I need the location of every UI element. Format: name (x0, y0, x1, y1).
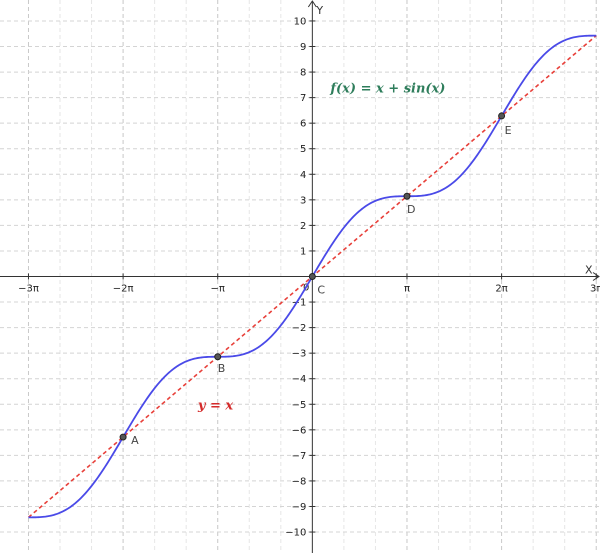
y-tick-label: 1 (300, 246, 306, 257)
y-tick-label: −4 (292, 374, 307, 385)
point-c (308, 273, 316, 280)
y-tick-label: 8 (300, 68, 306, 79)
y-tick-label: 2 (300, 221, 306, 232)
y-axis-arrow (307, 0, 317, 8)
x-tick-label: 2π (495, 284, 507, 295)
y-tick-label: −10 (285, 528, 306, 539)
y-tick-label: 9 (300, 42, 306, 53)
point-label-d: D (407, 203, 415, 216)
y-axis-label: Y (315, 4, 323, 17)
y-tick-label: −5 (292, 400, 307, 411)
y-tick-label: 4 (300, 170, 306, 181)
x-axis-arrow (592, 272, 600, 281)
y-tick-label: 5 (300, 144, 306, 155)
x-axis-label: X (585, 264, 593, 277)
x-tick-label: −3π (18, 284, 39, 295)
y-tick-label: −1 (292, 298, 307, 309)
y-tick-label: −3 (292, 349, 307, 360)
x-tick-label: π (404, 284, 410, 295)
point-label-c: C (317, 284, 325, 297)
point-e (498, 112, 506, 120)
y-tick-label: 6 (300, 119, 306, 130)
ticks: −3π −2π −π π 2π 3π 10 9 8 7 6 5 4 3 2 1 −1 −2 −3 −4 −5 −6 −7 −8… (18, 16, 600, 538)
y-tick-label: −7 (292, 451, 307, 462)
y-tick-label: 3 (300, 195, 306, 206)
point-b (214, 353, 222, 361)
points: A B C D E (119, 112, 512, 447)
annotations: f(x) = x + sin(x) y = x (197, 82, 446, 414)
y-tick-label: −6 (292, 425, 307, 436)
y-tick-label: 7 (300, 93, 306, 104)
point-label-e: E (505, 124, 512, 137)
f-formula-label: f(x) = x + sin(x) (329, 82, 445, 97)
y-tick-label: −9 (292, 502, 307, 513)
y-tick-label: −8 (292, 476, 307, 487)
y-tick-label: 10 (294, 16, 307, 27)
x-tick-label: −π (211, 284, 225, 295)
identity-formula-label: y = x (197, 398, 233, 413)
x-tick-label: 3π (590, 284, 600, 295)
point-a (119, 433, 127, 441)
y-tick-label: −2 (292, 323, 307, 334)
point-label-b: B (218, 362, 226, 375)
point-d (403, 192, 411, 200)
x-tick-label: −2π (113, 284, 134, 295)
point-label-a: A (131, 434, 139, 447)
